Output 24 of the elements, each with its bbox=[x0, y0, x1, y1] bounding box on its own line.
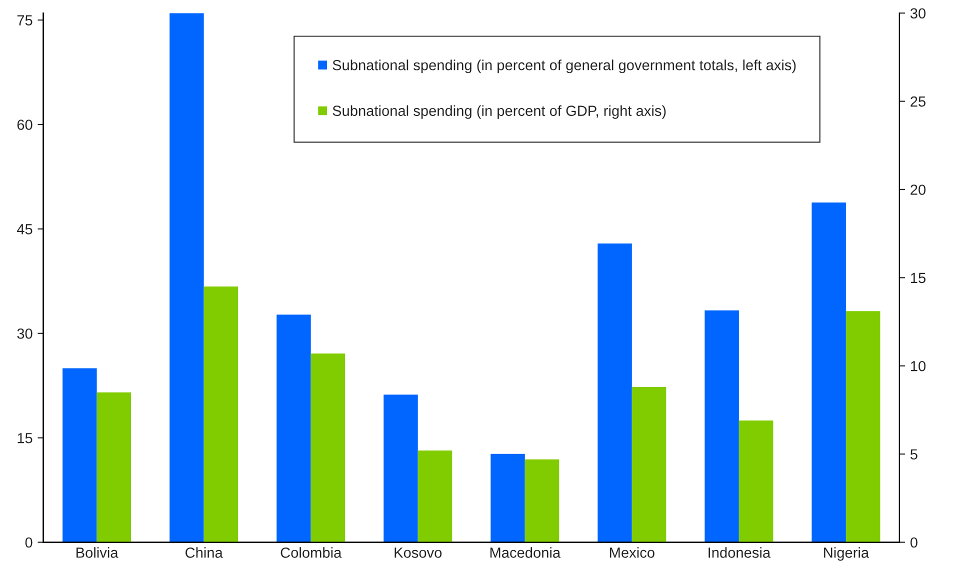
y-tick-label: 45 bbox=[16, 224, 32, 234]
y2-tick-label: 30 bbox=[910, 8, 926, 19]
y-tick-label: 0 bbox=[25, 537, 32, 548]
x-tick-label: Macedonia bbox=[490, 547, 561, 558]
y2-tick-label: 0 bbox=[910, 537, 918, 548]
x-tick-label: China bbox=[186, 547, 223, 558]
y-tick-label: 15 bbox=[18, 433, 32, 444]
x-tick-label: Mexico bbox=[610, 547, 654, 558]
y2-tick-label: 25 bbox=[910, 96, 926, 107]
y-tick-label: 60 bbox=[17, 120, 32, 130]
x-tick-label: Nigeria bbox=[824, 547, 870, 561]
x-tick-label: Kosovo bbox=[394, 548, 442, 558]
y-tick-label: 30 bbox=[17, 328, 32, 339]
y2-tick-label: 5 bbox=[910, 449, 918, 460]
y2-tick-label: 15 bbox=[911, 272, 926, 284]
x-tick-label: Colombia bbox=[280, 547, 342, 558]
x-tick-label: Bolivia bbox=[76, 547, 118, 558]
y2-tick-label: 20 bbox=[910, 184, 926, 195]
y-tick-label: 75 bbox=[17, 15, 32, 26]
legend-label: Subnational spending (in percent of general government totals, left axis) bbox=[332, 60, 796, 74]
bar bbox=[170, 13, 204, 542]
y2-tick-label: 10 bbox=[911, 360, 926, 372]
legend-label: Subnational spending (in percent of GDP, right axis) bbox=[332, 105, 666, 119]
x-tick-label: Indonesia bbox=[708, 547, 771, 558]
